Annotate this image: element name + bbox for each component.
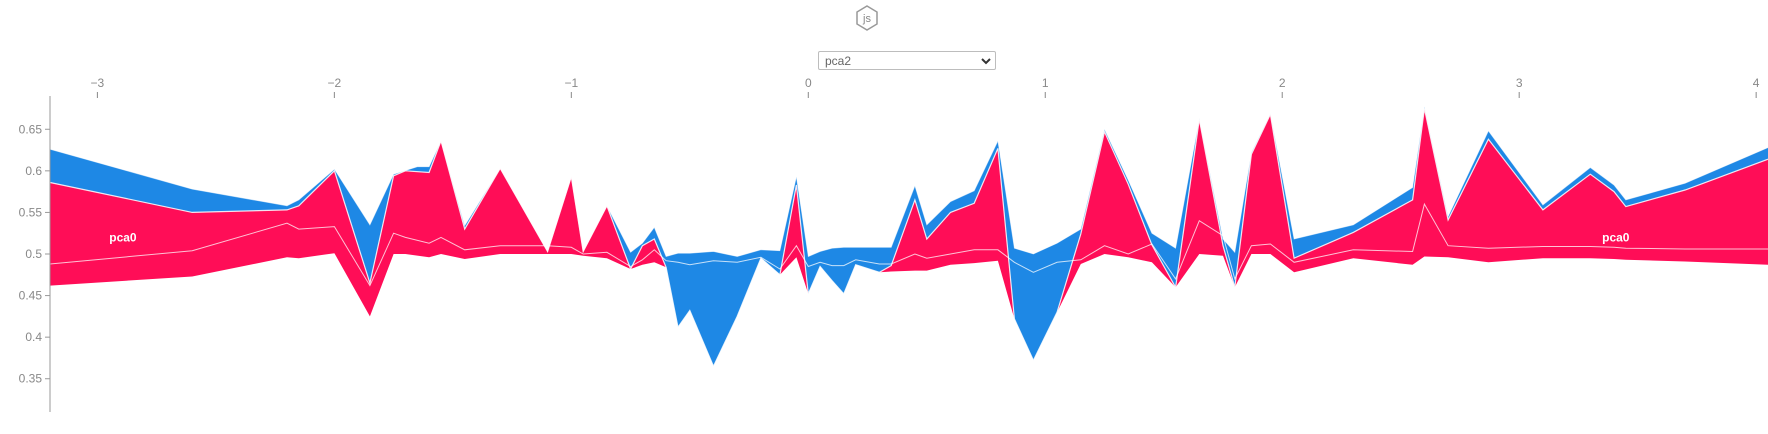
chevron-down-icon — [981, 58, 991, 65]
x-tick-label: 1 — [1042, 76, 1049, 90]
y-tick-label: 0.55 — [19, 205, 43, 219]
series-mid-line — [49, 202, 1768, 287]
x-tick-label: −1 — [564, 76, 578, 90]
x-tick-label: −2 — [328, 76, 342, 90]
y-tick-label: 0.45 — [19, 289, 43, 303]
series-label: pca0 — [1602, 230, 1630, 244]
logo-text: js — [862, 13, 871, 25]
x-tick-label: 0 — [805, 76, 812, 90]
feature-dropdown-value: pca2 — [825, 54, 852, 68]
y-tick-label: 0.65 — [19, 122, 43, 136]
js-logo-icon: js — [856, 5, 878, 31]
x-tick-label: −3 — [91, 76, 105, 90]
y-tick-label: 0.35 — [19, 372, 43, 386]
y-tick-label: 0.6 — [25, 164, 42, 178]
feature-dropdown[interactable]: pca2 — [818, 51, 996, 70]
x-tick-label: 2 — [1279, 76, 1286, 90]
series-band-red — [50, 108, 1768, 367]
series-label: pca0 — [109, 230, 137, 244]
y-tick-label: 0.5 — [25, 247, 42, 261]
x-tick-label: 3 — [1516, 76, 1523, 90]
y-tick-label: 0.4 — [25, 330, 42, 344]
x-tick-label: 4 — [1753, 76, 1760, 90]
series-top-edge — [49, 106, 1768, 258]
series-separator-line — [49, 108, 1768, 368]
